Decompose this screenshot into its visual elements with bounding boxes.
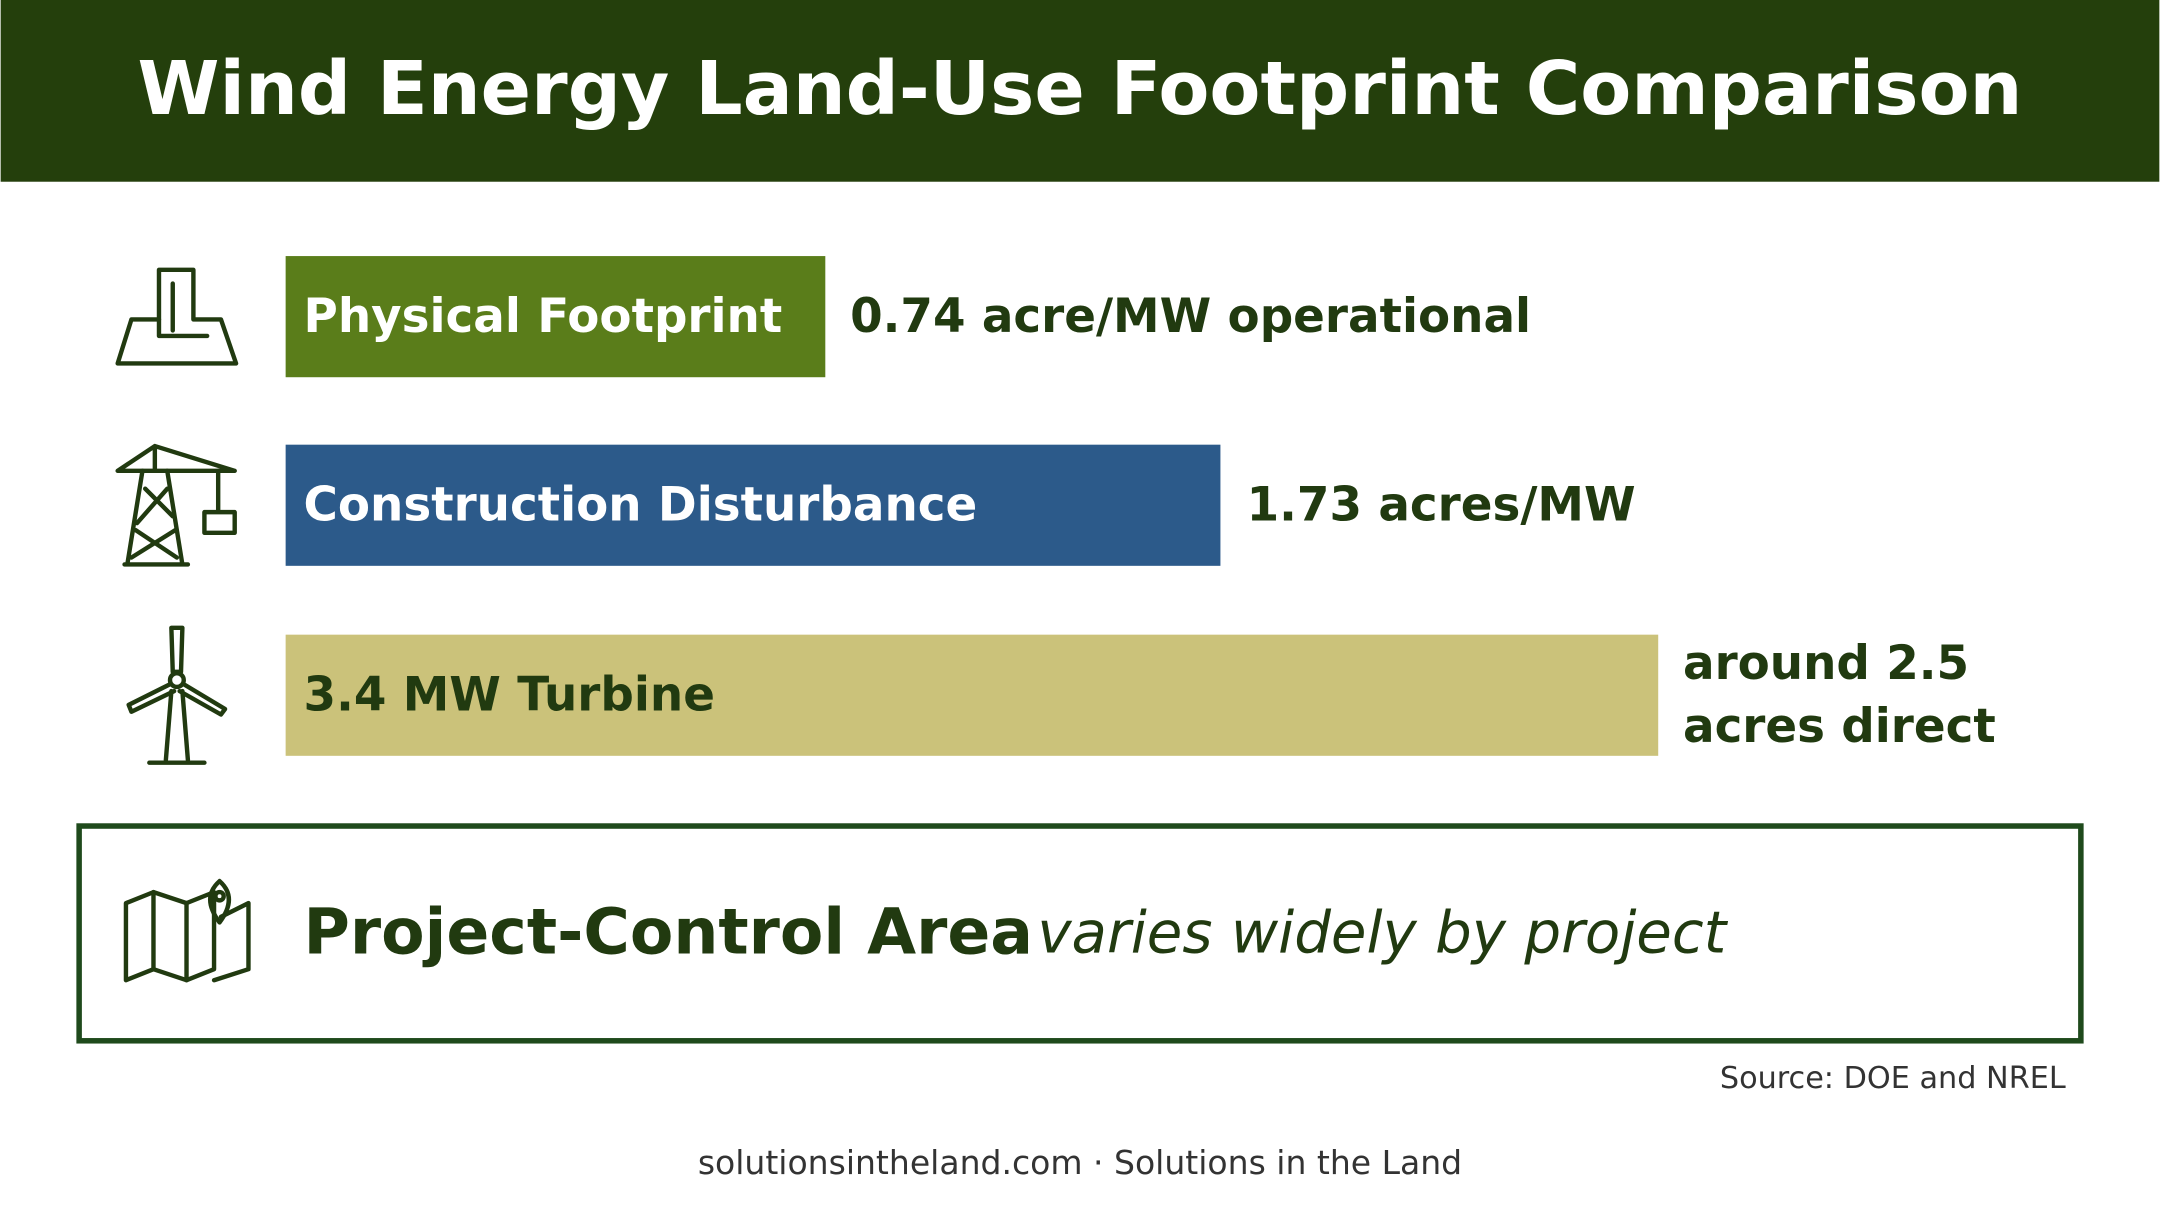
value-label: around 2.5 xyxy=(1683,637,1969,691)
footprint-icon xyxy=(115,267,239,366)
turbine-icon xyxy=(126,625,228,765)
bar xyxy=(285,634,1659,756)
footer: solutionsintheland.com · Solutions in th… xyxy=(698,1143,1462,1182)
title: Wind Energy Land-Use Footprint Compariso… xyxy=(138,45,2023,132)
bar xyxy=(285,256,826,378)
bar-label: Construction Disturbance xyxy=(304,479,978,533)
header-band xyxy=(0,0,2160,182)
value-label: 1.73 acres/MW xyxy=(1247,479,1636,533)
crane-icon xyxy=(115,443,237,567)
value-label: acres direct xyxy=(1683,700,1996,754)
project-control-label: Project-Control Area xyxy=(304,895,1034,969)
source: Source: DOE and NREL xyxy=(1720,1061,2066,1096)
bar-label: 3.4 MW Turbine xyxy=(304,668,715,722)
project-control-note: varies widely by project xyxy=(1037,898,1728,966)
project-control-box xyxy=(76,823,2084,1044)
value-label: 0.74 acre/MW operational xyxy=(850,290,1531,344)
bar xyxy=(285,444,1221,566)
map-icon xyxy=(123,878,251,983)
bar-label: Physical Footprint xyxy=(304,290,783,344)
